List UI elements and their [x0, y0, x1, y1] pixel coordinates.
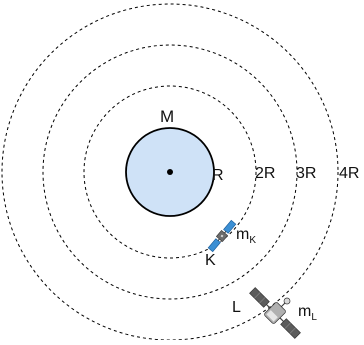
center-dot [167, 169, 173, 175]
orbit-2r [83, 85, 257, 259]
radius-label: R [212, 167, 224, 184]
satellite-l-label: L [232, 299, 241, 316]
orbit-3r [42, 44, 298, 300]
orbit-label-4r: 4R [339, 165, 359, 182]
satellite-k-mass: mK [236, 226, 256, 246]
orbit-label-2r: 2R [255, 165, 275, 182]
central-body-label: M [160, 107, 174, 126]
orbit-4r [1, 3, 339, 341]
satellite-k-icon [207, 219, 237, 253]
satellite-k-label: K [205, 252, 216, 269]
orbit-label-3r: 3R [296, 165, 316, 182]
satellite-l-mass: mL [298, 303, 317, 323]
satellite-l-icon [249, 287, 301, 339]
